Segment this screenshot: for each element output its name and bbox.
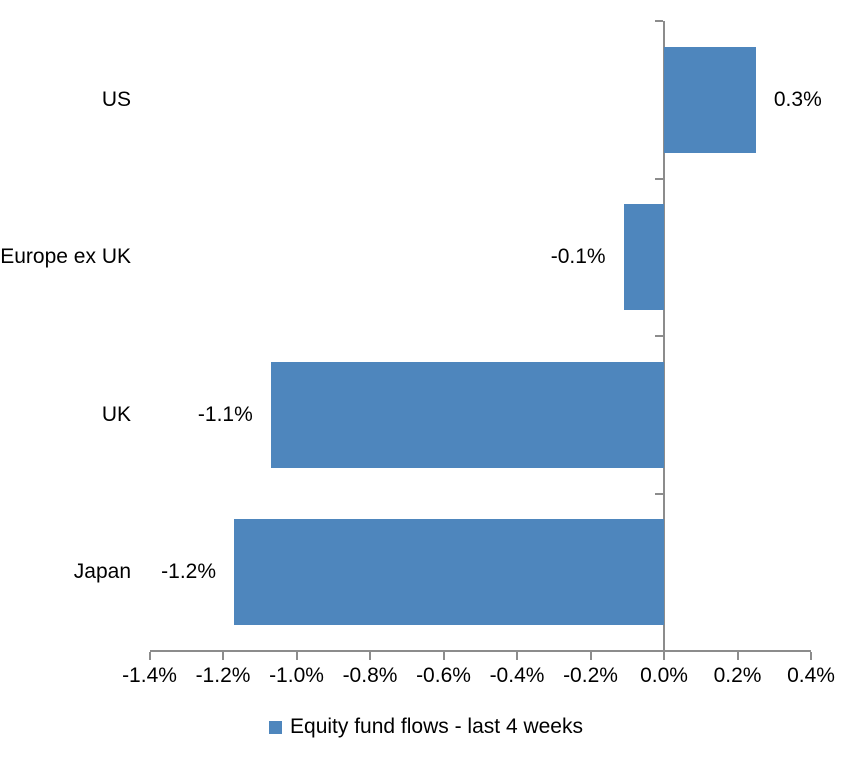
x-tick-label: -1.2% (195, 664, 251, 687)
category-label: Europe ex UK (0, 245, 131, 269)
x-tick-label: -0.2% (563, 664, 618, 687)
bar-europe-ex-uk (623, 204, 664, 311)
value-axis-tick (736, 652, 739, 660)
x-tick-label: 0.2% (713, 664, 762, 687)
legend: Equity fund flows - last 4 weeks (0, 715, 852, 739)
category-label: Japan (73, 560, 131, 584)
x-tick-label: 0.4% (787, 664, 835, 687)
value-axis-tick (589, 652, 592, 660)
x-tick-label: -1.4% (122, 664, 177, 687)
value-axis-tick (369, 652, 371, 660)
data-label: -0.1% (550, 245, 606, 269)
value-axis-tick (148, 652, 151, 660)
category-label: US (101, 87, 131, 111)
legend-series-marker-icon (269, 720, 283, 734)
x-tick-label: -0.6% (416, 664, 471, 687)
value-axis-tick (295, 652, 298, 660)
data-label: -1.1% (197, 402, 253, 426)
value-axis-tick (222, 652, 224, 660)
value-axis-line (149, 650, 811, 652)
data-label: -1.2% (161, 560, 217, 584)
x-tick-label: -0.8% (342, 664, 398, 687)
category-axis-tick (655, 177, 663, 180)
value-axis-tick (810, 652, 812, 660)
value-axis-tick (516, 652, 518, 660)
category-axis-tick (655, 335, 663, 337)
value-axis-tick (663, 652, 665, 660)
bar-uk (270, 361, 664, 468)
data-label: 0.3% (773, 87, 822, 111)
category-axis-tick (655, 492, 663, 495)
category-axis-tick (655, 20, 663, 22)
x-tick-label: -0.4% (489, 664, 545, 687)
x-tick-label: 0.0% (640, 664, 688, 687)
legend-series-label: Equity fund flows - last 4 weeks (290, 715, 583, 738)
bar-us (664, 46, 756, 153)
bar-japan (234, 519, 664, 626)
category-label: UK (101, 402, 131, 426)
value-axis-tick (442, 652, 445, 660)
x-tick-label: -1.0% (269, 664, 324, 687)
category-axis-line (663, 21, 665, 651)
